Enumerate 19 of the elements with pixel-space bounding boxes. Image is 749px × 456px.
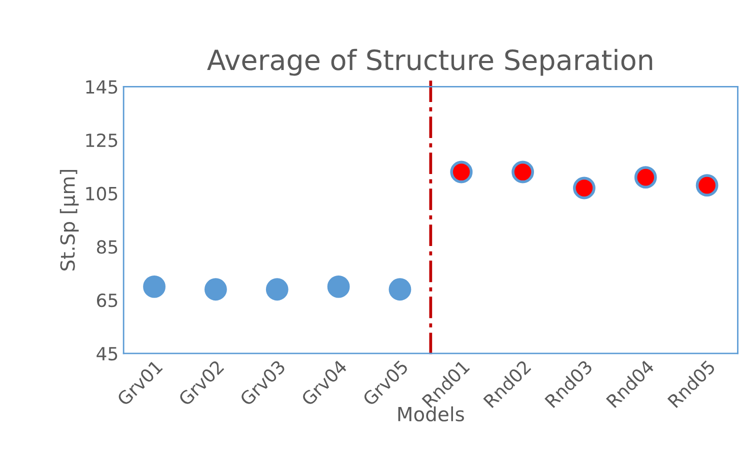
- x-axis-title: Models: [398, 406, 464, 422]
- y-tick-label: 45: [96, 347, 118, 361]
- y-tick-label: 85: [96, 240, 118, 254]
- y-axis-title: St.Sp [µm]: [60, 170, 79, 270]
- y-tick-label: 125: [86, 133, 118, 148]
- point: [696, 174, 718, 197]
- point: [143, 276, 166, 298]
- point: [512, 160, 534, 184]
- point: [634, 166, 657, 189]
- y-tick-label: 65: [97, 294, 118, 308]
- y-tick-label: 145: [86, 80, 118, 94]
- point: [327, 276, 350, 298]
- point: [204, 278, 227, 301]
- point: [266, 278, 288, 301]
- point: [388, 278, 412, 301]
- y-tick-label: 105: [86, 186, 118, 200]
- point: [450, 160, 473, 184]
- point: [573, 176, 596, 200]
- chart-title: Average of Structure Separation: [207, 48, 652, 76]
